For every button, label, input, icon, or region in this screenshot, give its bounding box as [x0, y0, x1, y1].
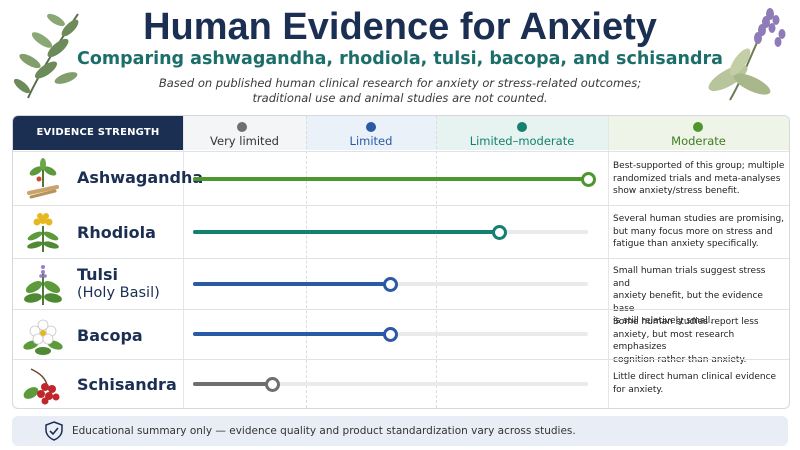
- row-description: Little direct human clinical evidence fo…: [613, 372, 777, 395]
- level-header-limited: Limited: [306, 116, 436, 150]
- bar-track: [193, 382, 588, 386]
- row-description: Small human trials suggest stress and an…: [613, 266, 766, 326]
- row-name-line-2: (Holy Basil): [77, 285, 160, 301]
- table-row: Rhodiola Several human studies are promi…: [13, 205, 789, 259]
- table-row: Ashwagandha Best-supported of this group…: [13, 151, 789, 206]
- evidence-marker: [491, 224, 507, 240]
- row-name: Bacopa: [77, 326, 143, 345]
- row-description: Best-supported of this group; multiple r…: [613, 161, 785, 196]
- very-limited-dot-icon: [237, 122, 247, 132]
- source-note-line-1: Based on published human clinical resear…: [158, 76, 642, 90]
- evidence-bar: [193, 282, 391, 286]
- rhodiola-flower-icon: [27, 213, 59, 252]
- row-name: Tulsi (Holy Basil): [77, 265, 160, 303]
- moderate-dot-icon: [693, 122, 703, 132]
- disclaimer-footer: Educational summary only — evidence qual…: [12, 416, 788, 446]
- schisandra-berry-icon: [23, 368, 60, 405]
- tulsi-leaf-icon: [24, 265, 62, 305]
- evidence-marker: [383, 276, 398, 292]
- bacopa-flower-icon: [23, 319, 63, 355]
- herb-branch-left-icon: [13, 13, 79, 99]
- level-header-very-limited: Very limited: [183, 116, 306, 150]
- level-label-very-limited: Very limited: [210, 134, 279, 148]
- description-column-divider: [608, 116, 609, 408]
- table-row: Tulsi (Holy Basil) Small human trials su…: [13, 258, 789, 326]
- evidence-bar: [193, 382, 272, 386]
- evidence-bar: [193, 332, 391, 336]
- shield-check-icon: [45, 421, 63, 441]
- row-name: Rhodiola: [77, 223, 156, 242]
- table-row: Schisandra Little direct human clinical …: [13, 359, 789, 408]
- level-divider-1: [306, 116, 307, 408]
- level-header-limited-moderate: Limited–moderate: [436, 116, 608, 150]
- evidence-marker: [264, 376, 280, 392]
- evidence-marker: [383, 326, 398, 342]
- row-name: Ashwagandha: [77, 168, 204, 187]
- level-divider-2: [436, 116, 437, 408]
- evidence-chart-panel: EVIDENCE STRENGTH Very limited Limited L…: [12, 115, 790, 409]
- page-subtitle: Comparing ashwagandha, rhodiola, tulsi, …: [77, 49, 723, 69]
- disclaimer-text: Educational summary only — evidence qual…: [72, 425, 576, 437]
- row-name-line-1: Tulsi: [77, 265, 119, 284]
- row-name: Schisandra: [77, 375, 177, 394]
- level-label-limited-moderate: Limited–moderate: [469, 134, 575, 148]
- evidence-bar: [193, 177, 588, 181]
- ashwagandha-plant-icon: [27, 158, 59, 199]
- evidence-strength-header: EVIDENCE STRENGTH: [13, 116, 183, 150]
- level-header-moderate: Moderate: [608, 116, 789, 150]
- row-description: Several human studies are promising, but…: [613, 214, 785, 249]
- page-title: Human Evidence for Anxiety: [143, 6, 657, 48]
- level-label-moderate: Moderate: [671, 134, 726, 148]
- limited-dot-icon: [366, 122, 376, 132]
- source-note: Based on published human clinical resear…: [150, 76, 650, 106]
- level-label-limited: Limited: [349, 134, 393, 148]
- name-column-divider: [183, 116, 184, 408]
- evidence-marker: [580, 171, 596, 187]
- evidence-bar: [193, 230, 500, 234]
- lavender-sprig-right-icon: [708, 8, 786, 101]
- source-note-line-2: traditional use and animal studies are n…: [252, 91, 548, 105]
- limited-moderate-dot-icon: [517, 122, 527, 132]
